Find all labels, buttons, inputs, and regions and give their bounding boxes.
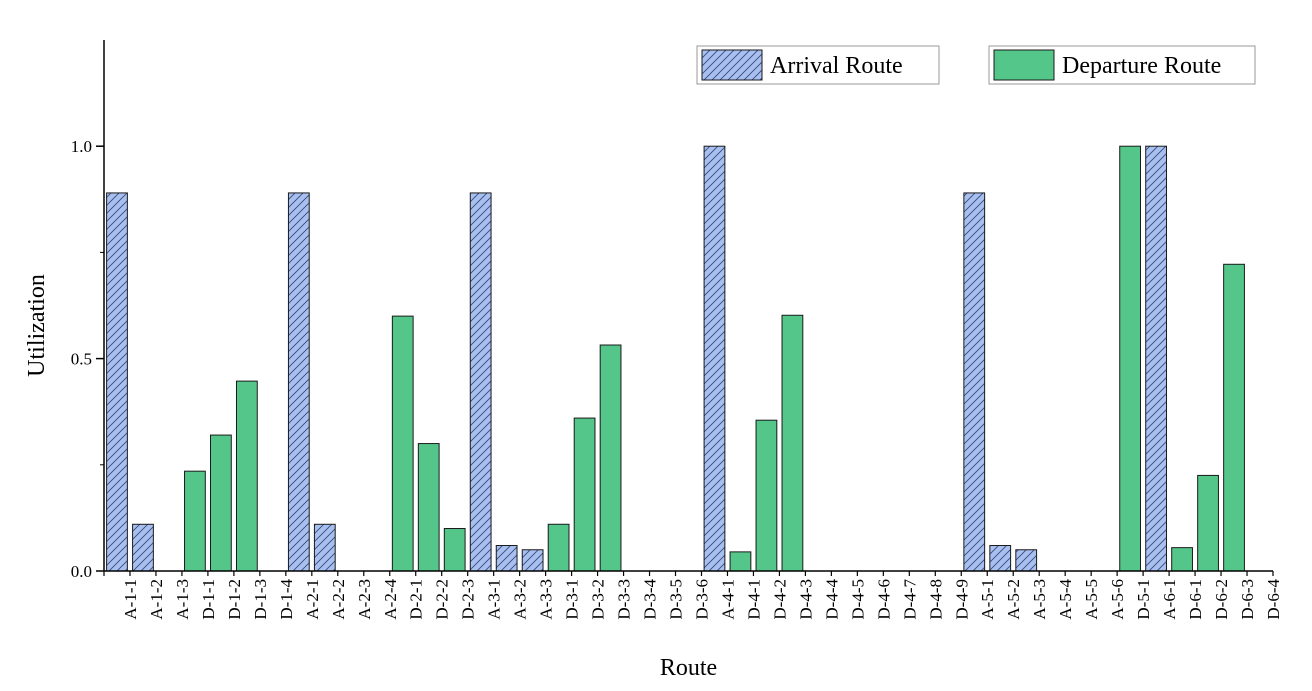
x-tick-label: D-4-9 (952, 579, 971, 620)
x-tick-label: A-3-2 (511, 579, 530, 620)
bar-D-4-3 (781, 314, 804, 572)
bar-A-3-2 (495, 545, 518, 572)
x-tick-label: D-6-1 (1186, 579, 1205, 620)
legend-label-arrival: Arrival Route (770, 53, 903, 79)
x-tick-label: D-1-3 (251, 579, 270, 620)
bar-A-3-1 (469, 192, 492, 572)
x-tick-label: D-4-8 (926, 579, 945, 620)
x-tick-label: D-2-2 (433, 579, 452, 620)
bars-group (106, 145, 1245, 572)
y-axis-title: Utilization (24, 274, 50, 377)
bar-D-2-2 (417, 443, 440, 572)
x-tick-label: A-1-1 (121, 579, 140, 620)
x-tick-label: D-3-2 (589, 579, 608, 620)
bar-D-1-1 (184, 470, 206, 572)
x-tick-label: D-3-3 (615, 579, 634, 620)
bar-A-3-3 (521, 549, 544, 572)
x-tick-label: D-2-1 (407, 579, 426, 620)
x-tick-label: A-5-1 (978, 579, 997, 620)
x-tick-label: A-1-3 (173, 579, 192, 620)
bar-D-2-1 (391, 315, 414, 572)
bar-D-1-2 (210, 434, 232, 572)
x-tick-label: A-5-5 (1082, 579, 1101, 620)
x-axis-title: Route (660, 655, 717, 681)
bar-D-4-2 (755, 419, 778, 572)
x-tick-label: A-2-3 (355, 579, 374, 620)
bar-D-6-3 (1223, 263, 1245, 572)
bar-D-2-3 (443, 528, 466, 572)
bar-D-3-2 (573, 417, 596, 572)
y-ticks-group: 0.0 0.5 1.0 (71, 137, 104, 581)
x-tick-label: A-5-4 (1056, 579, 1075, 620)
bar-A-6-1 (1145, 145, 1167, 572)
x-tick-label: A-3-1 (485, 579, 504, 620)
bar-A-2-1 (287, 192, 310, 572)
x-tick-label: D-4-4 (822, 579, 841, 620)
legend-swatch-arrival (701, 49, 763, 81)
x-tick-label: D-3-1 (563, 579, 582, 620)
x-tick-label: A-5-3 (1030, 579, 1049, 620)
bar-A-5-1 (963, 192, 986, 572)
x-tick-label: D-6-3 (1238, 579, 1257, 620)
bar-D-1-3 (235, 380, 258, 572)
x-tick-label: A-2-2 (329, 579, 348, 620)
x-tick-label: A-5-6 (1108, 579, 1127, 620)
x-tick-label: D-4-1 (744, 579, 763, 620)
x-tick-label: D-3-5 (667, 579, 686, 620)
y-tick-label: 0.0 (71, 562, 92, 581)
x-tick-label: A-4-1 (718, 579, 737, 620)
x-tick-label: D-3-4 (641, 579, 660, 620)
bar-D-4-1 (729, 551, 752, 572)
x-ticks-group: A-1-1 A-1-2 A-1-3 D-1-1 D-1-2 D-1-3 D-1-4 A-2-1… (103, 571, 1283, 620)
bar-A-5-2 (989, 545, 1012, 572)
bar-A-5-3 (1015, 549, 1038, 572)
bar-A-1-1 (106, 192, 128, 572)
bar-D-3-3 (599, 344, 622, 572)
x-tick-label: D-4-6 (874, 579, 893, 620)
bar-D-6-1 (1171, 547, 1193, 572)
bar-D-5-1 (1119, 145, 1142, 572)
x-tick-label: A-6-1 (1160, 579, 1179, 620)
x-tick-label: A-3-3 (537, 579, 556, 620)
x-tick-label: D-5-1 (1134, 579, 1153, 620)
y-tick-label: 0.5 (71, 350, 92, 369)
x-tick-label: D-1-1 (199, 579, 218, 620)
legend: Arrival Route Departure Route (696, 45, 1256, 85)
x-tick-label: A-5-2 (1004, 579, 1023, 620)
bar-A-1-2 (132, 523, 154, 572)
y-tick-label: 1.0 (71, 137, 92, 156)
bar-A-2-2 (313, 523, 336, 572)
x-tick-label: D-3-6 (692, 579, 711, 620)
x-tick-label: D-6-2 (1212, 579, 1231, 620)
x-tick-label: A-2-1 (303, 579, 322, 620)
x-tick-label: D-2-3 (459, 579, 478, 620)
bar-D-3-1 (547, 523, 570, 572)
bar-A-4-1 (703, 145, 726, 572)
x-tick-label: D-4-2 (770, 579, 789, 620)
bar-D-6-2 (1197, 474, 1219, 572)
x-tick-label: A-2-4 (381, 579, 400, 620)
x-tick-label: D-4-7 (900, 579, 919, 620)
legend-label-departure: Departure Route (1062, 53, 1221, 79)
x-tick-label: D-4-3 (796, 579, 815, 620)
x-tick-label: D-6-4 (1264, 579, 1283, 620)
x-tick-label: D-1-2 (225, 579, 244, 620)
legend-swatch-departure (993, 49, 1055, 81)
axes-group (103, 40, 1273, 572)
x-tick-label: D-4-5 (848, 579, 867, 620)
x-tick-label: D-1-4 (277, 579, 296, 620)
x-tick-label: A-1-2 (147, 579, 166, 620)
